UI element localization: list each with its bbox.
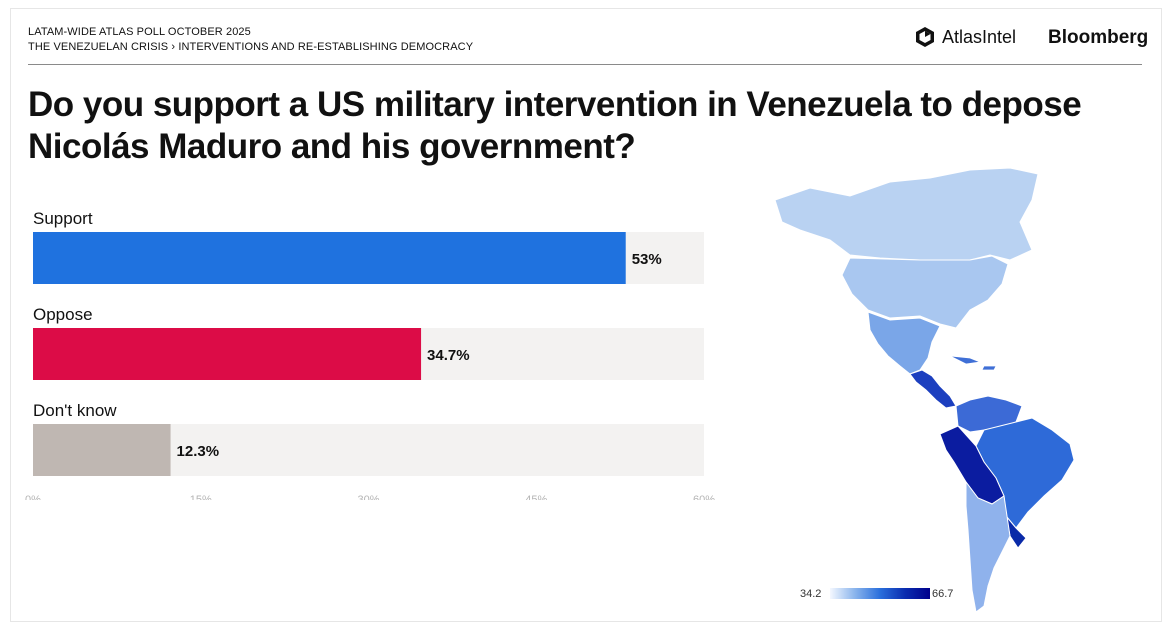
data-label-oppose: 34.7% (427, 347, 470, 364)
map-region-caribbean (949, 355, 997, 371)
map-region-southern-cone (965, 480, 1011, 613)
bar-label-oppose: Oppose (33, 305, 93, 324)
x-tick-label: 0% (25, 494, 41, 500)
poll-breadcrumb: THE VENEZUELAN CRISIS › INTERVENTIONS AN… (28, 41, 474, 53)
header-divider (28, 64, 1142, 65)
x-tick-label: 15% (190, 494, 212, 500)
bar-support (33, 232, 626, 284)
bar-don-t-know (33, 424, 171, 476)
poll-title: LATAM-WIDE ATLAS POLL OCTOBER 2025 (28, 26, 251, 38)
data-label-support: 53% (632, 251, 662, 268)
map-region-canada (774, 167, 1039, 261)
x-tick-label: 60% (693, 494, 715, 500)
map-legend-min: 34.2 (800, 588, 822, 600)
map-legend-max: 66.7 (932, 588, 954, 600)
question-heading: Do you support a US military interventio… (28, 85, 1082, 166)
bar-label-support: Support (33, 209, 93, 228)
bar-oppose (33, 328, 422, 380)
map-legend-gradient (830, 588, 930, 599)
map-region-usa (841, 255, 1009, 329)
americas-map (774, 167, 1075, 613)
bloomberg-logo: Bloomberg (1048, 27, 1149, 48)
atlasintel-logo: AtlasIntel (914, 26, 1016, 48)
data-label-don-t-know: 12.3% (177, 443, 220, 460)
map-region-central-america (909, 369, 957, 409)
x-tick-label: 30% (357, 494, 379, 500)
x-tick-label: 45% (525, 494, 547, 500)
atlasintel-name: AtlasIntel (942, 26, 1017, 47)
map-region-mexico (867, 311, 941, 375)
bar-label-don-t-know: Don't know (33, 401, 117, 420)
atlasintel-icon (916, 27, 934, 47)
bar-chart: Support 53% Oppose 34.7% Don't know 12.3% 0% 15… (25, 209, 715, 500)
